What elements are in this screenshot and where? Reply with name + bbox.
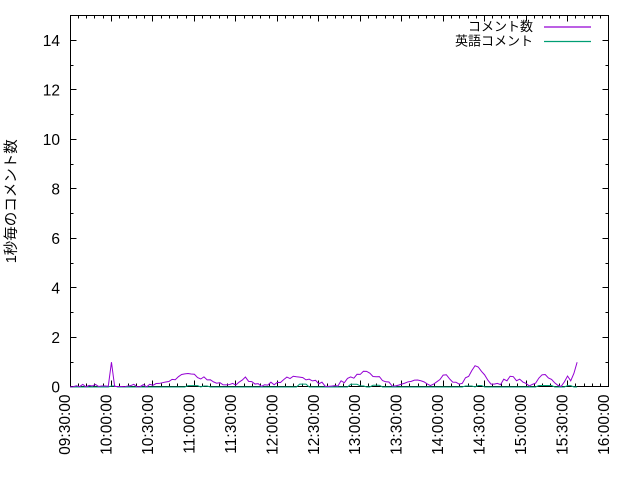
svg-text:10:00:00: 10:00:00	[98, 394, 115, 455]
svg-text:1秒毎のコメント数: 1秒毎のコメント数	[3, 139, 20, 264]
svg-text:0: 0	[51, 380, 60, 397]
svg-text:16:00:00: 16:00:00	[596, 394, 613, 455]
svg-text:12:00:00: 12:00:00	[264, 394, 281, 455]
svg-text:10:30:00: 10:30:00	[140, 394, 157, 455]
svg-text:14: 14	[43, 33, 61, 50]
svg-text:14:30:00: 14:30:00	[472, 394, 489, 455]
svg-text:11:00:00: 11:00:00	[181, 394, 198, 454]
svg-text:8: 8	[51, 181, 60, 198]
svg-text:15:30:00: 15:30:00	[555, 394, 572, 455]
svg-text:10: 10	[43, 132, 61, 149]
svg-text:英語コメント: 英語コメント	[455, 34, 533, 49]
svg-text:15:00:00: 15:00:00	[513, 394, 530, 455]
svg-text:09:30:00: 09:30:00	[57, 394, 74, 455]
svg-text:14:00:00: 14:00:00	[430, 394, 447, 455]
svg-text:11:30:00: 11:30:00	[223, 394, 240, 454]
svg-text:4: 4	[51, 280, 60, 297]
svg-text:6: 6	[51, 231, 60, 248]
svg-text:コメント数: コメント数	[468, 19, 533, 34]
svg-text:12:30:00: 12:30:00	[306, 394, 323, 455]
svg-text:12: 12	[43, 82, 60, 99]
svg-text:2: 2	[51, 330, 60, 347]
svg-text:13:00:00: 13:00:00	[347, 394, 364, 455]
svg-text:13:30:00: 13:30:00	[389, 394, 406, 455]
